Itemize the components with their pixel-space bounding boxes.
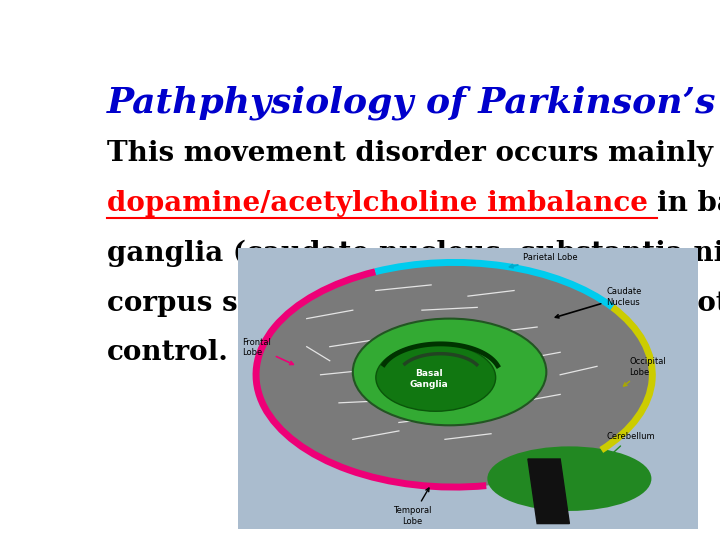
Ellipse shape: [256, 262, 652, 487]
Text: corpus striatum) that is involved in motor: corpus striatum) that is involved in mot…: [107, 289, 720, 316]
Ellipse shape: [376, 344, 495, 411]
FancyBboxPatch shape: [238, 248, 698, 529]
Ellipse shape: [489, 448, 650, 510]
Ellipse shape: [353, 319, 546, 426]
Text: in basal: in basal: [657, 190, 720, 217]
Text: Cerebellum: Cerebellum: [600, 433, 655, 464]
Text: Frontal
Lobe: Frontal Lobe: [242, 338, 293, 364]
Text: Parietal Lobe: Parietal Lobe: [510, 253, 578, 268]
Polygon shape: [528, 459, 570, 524]
Text: dopamine/acetylcholine imbalance: dopamine/acetylcholine imbalance: [107, 190, 657, 217]
Text: control.: control.: [107, 339, 229, 366]
Text: Basal
Ganglia: Basal Ganglia: [410, 369, 449, 389]
Text: Caudate
Nucleus: Caudate Nucleus: [555, 287, 642, 318]
Text: Temporal
Lobe: Temporal Lobe: [393, 488, 432, 525]
Text: Occipital
Lobe: Occipital Lobe: [624, 357, 666, 386]
Text: ganglia (caudate nucleus, substantia nigra &: ganglia (caudate nucleus, substantia nig…: [107, 239, 720, 267]
Text: Pathphysiology of Parkinson’s disease: Pathphysiology of Parkinson’s disease: [107, 85, 720, 120]
Text: This movement disorder occurs mainly due to: This movement disorder occurs mainly due…: [107, 140, 720, 167]
